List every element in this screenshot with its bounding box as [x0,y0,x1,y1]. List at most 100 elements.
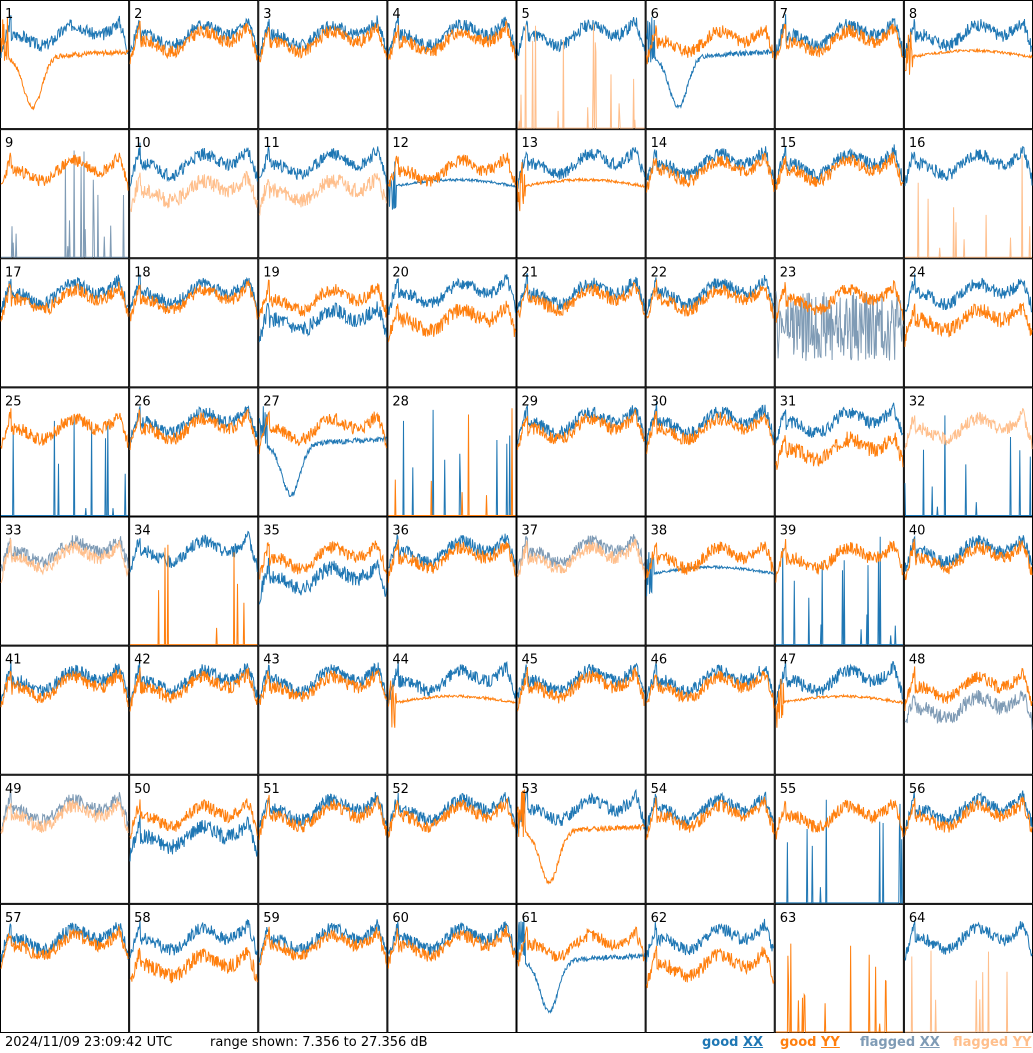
tile-25: 25 [0,387,130,517]
tile-13: 13 [516,129,646,259]
series-xx [1,416,129,516]
tile-label: 10 [134,136,151,151]
tile-frame [903,903,1033,1033]
tile-frame [387,774,517,904]
tile-label: 63 [780,911,797,926]
tile-20: 20 [387,258,517,388]
legend-flagged-yy: flagged YY [953,1033,1032,1053]
series-xx [646,401,775,446]
tile-label: 60 [392,911,409,926]
tile-frame [129,129,259,259]
tile-frame [387,0,517,130]
tile-label: 8 [909,7,917,22]
tile-frame [0,645,130,775]
tile-label: 39 [780,524,797,539]
tile-label: 33 [5,524,22,539]
tile-50: 50 [129,774,259,904]
tile-frame [0,258,130,388]
series-xx [517,918,646,1014]
tile-40: 40 [903,516,1033,646]
series-xx [129,530,258,573]
series-yy [904,31,1033,75]
tile-10: 10 [129,129,259,259]
series-xx [646,17,775,110]
tile-frame [516,645,646,775]
tile-54: 54 [645,774,775,904]
series-yy [904,666,1033,712]
series-xx [1,150,129,258]
legend-flagged-xx-word: flagged [860,1035,916,1050]
tile-label: 20 [392,265,409,280]
tile-frame [774,903,904,1033]
tile-14: 14 [645,129,775,259]
series-xx [775,799,903,904]
series-yy [388,408,516,516]
series-yy [0,538,129,584]
tile-label: 43 [263,653,280,668]
series-yy [775,279,904,324]
tile-4: 4 [387,0,517,130]
tile-frame [258,129,388,259]
series-yy [0,17,129,111]
tile-59: 59 [258,903,388,1033]
tile-label: 55 [780,782,797,797]
tile-51: 51 [258,774,388,904]
tile-26: 26 [129,387,259,517]
tile-label: 31 [780,394,797,409]
tile-label: 19 [263,265,280,280]
tile-label: 7 [780,7,788,22]
series-yy [904,155,1032,258]
tile-5: 5 [516,0,646,130]
tile-15: 15 [774,129,904,259]
series-xx [129,814,258,862]
series-xx [387,792,516,833]
tile-label: 44 [392,653,409,668]
tile-label: 49 [5,782,22,797]
tile-label: 51 [263,782,280,797]
tile-label: 1 [5,7,13,22]
tile-frame [129,516,259,646]
legend-good-xx-pol: XX [743,1035,764,1050]
tile-44: 44 [387,645,517,775]
series-yy [0,798,129,834]
tile-label: 23 [780,265,797,280]
tile-18: 18 [129,258,259,388]
series-xx [517,146,646,190]
tile-label: 48 [909,653,926,668]
series-yy [0,408,129,449]
tile-21: 21 [516,258,646,388]
tile-label: 22 [651,265,668,280]
tile-frame [516,0,646,130]
legend-flagged-xx: flagged XX [860,1033,940,1053]
series-yy [129,170,258,213]
tile-label: 24 [909,265,926,280]
legend-good-yy-pol: YY [821,1035,840,1050]
series-xx [646,274,775,316]
series-xx [258,146,387,185]
tile-30: 30 [645,387,775,517]
tile-31: 31 [774,387,904,517]
tile-frame [0,774,130,904]
series-xx [775,402,904,444]
series-yy [775,151,904,191]
tile-label: 15 [780,136,797,151]
tile-label: 18 [134,265,151,280]
tile-37: 37 [516,516,646,646]
tile-frame [903,774,1033,904]
tile-33: 33 [0,516,130,646]
series-yy [129,408,258,451]
tile-label: 58 [134,911,151,926]
series-yy [904,538,1033,581]
tile-frame [258,645,388,775]
tile-frame [129,387,259,517]
tile-frame [258,774,388,904]
series-xx [904,146,1033,187]
series-xx [258,406,387,498]
tile-63: 63 [774,903,904,1033]
series-xx [387,274,516,315]
series-xx [0,535,129,572]
tile-53: 53 [516,774,646,904]
tile-label: 57 [5,911,22,926]
tile-36: 36 [387,516,517,646]
tile-7: 7 [774,0,904,130]
